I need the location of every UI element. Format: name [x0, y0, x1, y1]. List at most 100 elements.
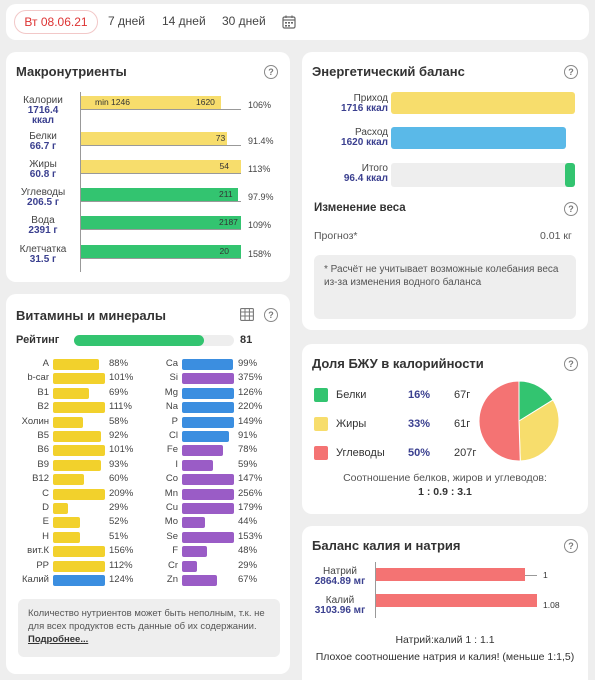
macro-norm-value: 2187: [219, 217, 238, 227]
nutrient-percent: 101%: [109, 372, 134, 384]
nutrient-percent: 256%: [238, 487, 263, 499]
bju-swatch: [314, 446, 328, 460]
tab-14-days[interactable]: 14 дней: [162, 14, 206, 28]
nutrient-percent: 51%: [109, 530, 129, 542]
total-bar-track: [391, 163, 575, 187]
energy-balance-card: Энергетический баланс ? Приход 1716 ккал …: [302, 52, 588, 330]
bju-card: Доля БЖУ в калорийности ? Белки 16% 67г Жир…: [302, 344, 588, 514]
macro-baseline: [81, 109, 241, 110]
nutrient-bar: [182, 488, 234, 500]
macronutrients-card: Макронутриенты ? Калории 1716.4 ккал 106% Бе…: [6, 52, 290, 282]
nutrient-bar: [53, 531, 80, 543]
macro-norm-value: 73: [215, 133, 226, 143]
nutrient-percent: 209%: [109, 487, 134, 499]
bju-ratio-value: 1 : 0.9 : 3.1: [418, 486, 472, 498]
help-icon[interactable]: ?: [564, 357, 578, 371]
more-link[interactable]: Подробнее...: [28, 634, 89, 645]
bju-grams: 207г: [454, 447, 477, 459]
nutrient-label: Калий: [22, 574, 49, 585]
kna-warning: Плохое соотношение натрия и калия! (мень…: [315, 651, 575, 663]
nutrient-label: Ca: [165, 358, 178, 369]
nutrient-label: B9: [37, 458, 49, 470]
forecast-value: 0.01 кг: [540, 230, 572, 242]
nutrient-bar: [53, 359, 99, 370]
macro-bar: [81, 96, 221, 109]
macro-label: Калории 1716.4 ккал: [23, 95, 63, 126]
nutrient-label: Mn: [164, 487, 178, 499]
nutrient-percent: 179%: [238, 502, 263, 513]
nutrient-percent: 220%: [238, 401, 263, 413]
bju-percent: 33%: [408, 418, 431, 430]
nutrient-percent: 29%: [238, 559, 258, 571]
nutrient-bar: [53, 546, 105, 558]
nutrient-percent: 149%: [238, 415, 263, 427]
nutrient-percent: 44%: [238, 516, 258, 528]
help-icon[interactable]: ?: [564, 539, 578, 553]
help-icon[interactable]: ?: [264, 65, 278, 79]
macro-label: Белки 66.7 г: [29, 131, 57, 152]
nutrient-label: Zn: [166, 574, 178, 585]
nutrient-bar: [182, 560, 198, 572]
macro-bar: [81, 216, 241, 229]
macro-baseline: [81, 201, 241, 202]
nutrient-percent: 147%: [238, 473, 263, 485]
nutrient-label: I: [175, 458, 178, 470]
nutrient-percent: 91%: [238, 430, 258, 441]
tab-7-days[interactable]: 7 дней: [108, 14, 146, 28]
nutrient-percent: 29%: [109, 502, 129, 513]
kna-ratio-line: Натрий:калий 1 : 1.1: [395, 634, 495, 646]
nutrient-bar: [182, 445, 223, 457]
nutrient-label: Fe: [166, 444, 178, 456]
nutrient-bar: [53, 431, 101, 442]
nutrient-label: Холин: [21, 415, 49, 427]
nutrients-note: Количество нутриентов может быть неполны…: [18, 599, 280, 657]
help-icon[interactable]: ?: [564, 202, 578, 216]
bju-swatch: [314, 417, 328, 431]
macro-percent: 97.9%: [248, 192, 274, 202]
macro-baseline: [81, 173, 241, 174]
tab-date[interactable]: Вт 08.06.21: [14, 10, 98, 34]
nutrient-label: B5: [37, 430, 49, 441]
total-bar: [565, 163, 575, 187]
nutrient-bar: [182, 373, 234, 385]
calories-norm-value: 1620: [196, 97, 215, 107]
bju-pie-chart: [478, 380, 560, 462]
nutrient-percent: 58%: [109, 415, 129, 427]
table-icon[interactable]: [240, 308, 254, 321]
bju-title: Доля БЖУ в калорийности: [312, 356, 484, 371]
macro-norm-value: 20: [219, 246, 229, 256]
tab-30-days[interactable]: 30 дней: [222, 14, 266, 28]
help-icon[interactable]: ?: [564, 65, 578, 79]
nutrient-bar: [182, 517, 205, 529]
nutrient-bar: [182, 402, 234, 414]
nutrient-label: Mg: [164, 386, 178, 398]
expense-bar: [391, 127, 566, 149]
macro-label: Вода 2391 г: [28, 215, 58, 236]
nutrient-label: A: [42, 358, 49, 369]
nutrient-bar: [182, 474, 234, 486]
potassium-bar: [376, 594, 537, 607]
nutrient-label: F: [172, 545, 178, 557]
nutrient-bar: [53, 575, 105, 586]
nutrient-label: P: [171, 415, 178, 427]
nutrient-bar: [182, 575, 217, 586]
help-icon[interactable]: ?: [264, 308, 278, 322]
calories-min-label: min 1246: [95, 97, 130, 107]
nutrient-bar: [182, 359, 234, 370]
nutrient-label: B2: [37, 401, 49, 413]
nutrient-bar: [53, 560, 105, 572]
nutrient-bar: [182, 387, 234, 399]
sodium-label: Натрий 2864.89 мг: [314, 566, 366, 587]
nutrient-label: Mo: [164, 516, 178, 528]
nutrient-percent: 48%: [238, 545, 258, 557]
nutrient-percent: 101%: [109, 444, 134, 456]
rating-label: Рейтинг: [16, 334, 60, 346]
calendar-icon[interactable]: [282, 15, 296, 29]
nutrient-bar: [53, 416, 84, 428]
nutrient-bar: [53, 445, 105, 457]
tick: [525, 575, 537, 576]
macro-label: Жиры 60.8 г: [29, 159, 57, 180]
nutrient-label: b-car: [27, 372, 49, 384]
nutrient-label: C: [42, 487, 49, 499]
total-label: Итого 96.4 ккал: [343, 163, 388, 184]
